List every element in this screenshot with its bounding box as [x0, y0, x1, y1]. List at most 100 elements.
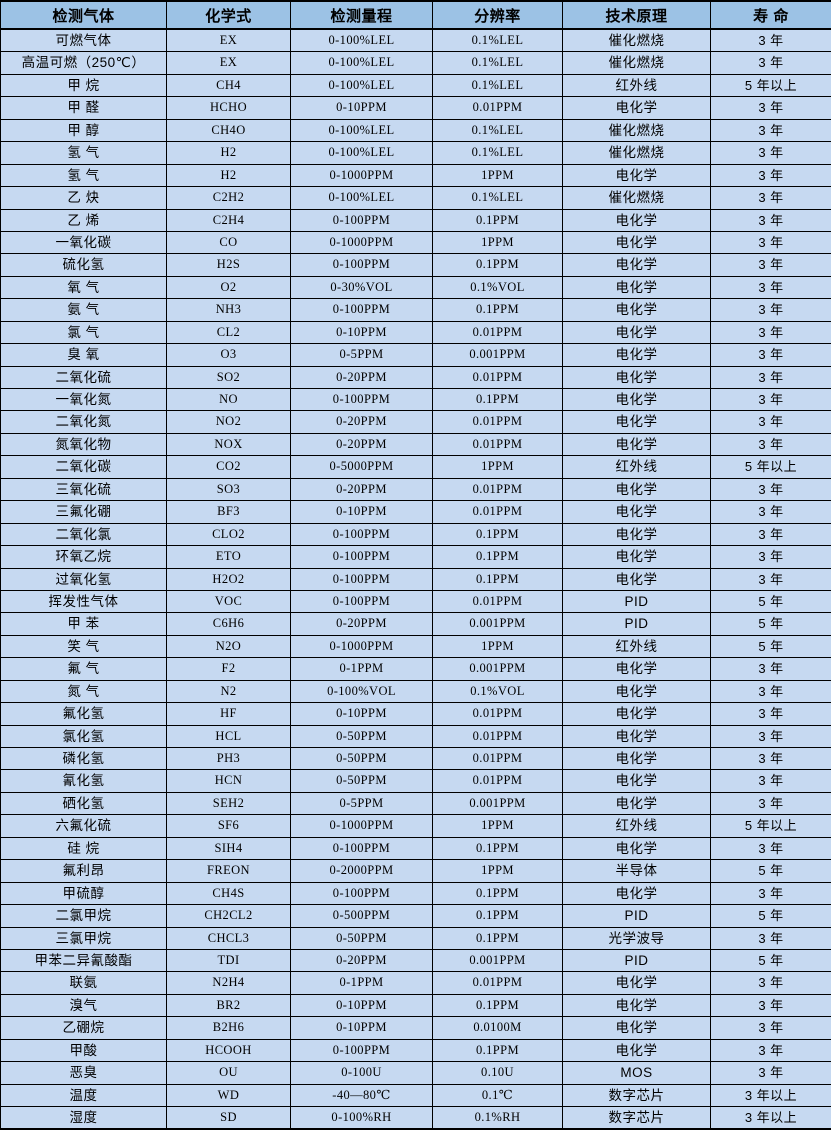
cell-formula: OU — [167, 1062, 291, 1084]
cell-resolution: 0.1PPM — [433, 254, 563, 276]
cell-resolution: 0.01PPM — [433, 478, 563, 500]
cell-resolution: 0.01PPM — [433, 97, 563, 119]
cell-gas: 湿度 — [1, 1107, 167, 1130]
cell-gas: 笑 气 — [1, 635, 167, 657]
cell-resolution: 0.001PPM — [433, 949, 563, 971]
cell-resolution: 0.01PPM — [433, 770, 563, 792]
cell-life: 3 年 — [711, 994, 831, 1016]
cell-life: 5 年以上 — [711, 815, 831, 837]
cell-resolution: 0.01PPM — [433, 725, 563, 747]
cell-principle: 电化学 — [563, 321, 711, 343]
cell-formula: N2H4 — [167, 972, 291, 994]
cell-principle: 半导体 — [563, 860, 711, 882]
cell-life: 3 年 — [711, 187, 831, 209]
cell-gas: 高温可燃（250℃） — [1, 52, 167, 74]
table-header-row: 检测气体 化学式 检测量程 分辨率 技术原理 寿 命 — [1, 1, 831, 29]
cell-range: 0-20PPM — [291, 613, 433, 635]
cell-range: 0-100PPM — [291, 209, 433, 231]
cell-resolution: 0.01PPM — [433, 972, 563, 994]
cell-resolution: 0.01PPM — [433, 433, 563, 455]
cell-resolution: 0.001PPM — [433, 658, 563, 680]
cell-resolution: 0.0100M — [433, 1017, 563, 1039]
cell-formula: C2H2 — [167, 187, 291, 209]
cell-gas: 环氧乙烷 — [1, 546, 167, 568]
cell-life: 3 年 — [711, 119, 831, 141]
cell-resolution: 0.1%VOL — [433, 276, 563, 298]
cell-resolution: 0.1PPM — [433, 568, 563, 590]
cell-range: -40—80℃ — [291, 1084, 433, 1106]
cell-life: 3 年 — [711, 792, 831, 814]
cell-range: 0-1PPM — [291, 972, 433, 994]
cell-principle: 催化燃烧 — [563, 142, 711, 164]
cell-range: 0-10PPM — [291, 1017, 433, 1039]
cell-life: 3 年 — [711, 164, 831, 186]
cell-range: 0-10PPM — [291, 321, 433, 343]
cell-life: 5 年 — [711, 860, 831, 882]
cell-range: 0-5000PPM — [291, 456, 433, 478]
cell-principle: 电化学 — [563, 546, 711, 568]
cell-formula: H2O2 — [167, 568, 291, 590]
cell-gas: 氮 气 — [1, 680, 167, 702]
cell-gas: 二氧化碳 — [1, 456, 167, 478]
cell-gas: 氟化氢 — [1, 703, 167, 725]
cell-gas: 联氨 — [1, 972, 167, 994]
cell-formula: CO2 — [167, 456, 291, 478]
cell-principle: 电化学 — [563, 254, 711, 276]
cell-resolution: 0.1PPM — [433, 927, 563, 949]
cell-principle: 电化学 — [563, 837, 711, 859]
cell-formula: SF6 — [167, 815, 291, 837]
cell-gas: 过氧化氢 — [1, 568, 167, 590]
cell-range: 0-500PPM — [291, 905, 433, 927]
cell-formula: CH4S — [167, 882, 291, 904]
cell-range: 0-50PPM — [291, 725, 433, 747]
column-header-resolution: 分辨率 — [433, 1, 563, 29]
cell-gas: 氢 气 — [1, 164, 167, 186]
cell-life: 5 年 — [711, 635, 831, 657]
cell-principle: 电化学 — [563, 366, 711, 388]
cell-resolution: 0.01PPM — [433, 590, 563, 612]
cell-gas: 甲 苯 — [1, 613, 167, 635]
cell-resolution: 0.01PPM — [433, 501, 563, 523]
cell-range: 0-5PPM — [291, 344, 433, 366]
table-header: 检测气体 化学式 检测量程 分辨率 技术原理 寿 命 — [1, 1, 831, 29]
cell-formula: SO3 — [167, 478, 291, 500]
cell-range: 0-100PPM — [291, 389, 433, 411]
cell-principle: 电化学 — [563, 658, 711, 680]
cell-principle: 电化学 — [563, 389, 711, 411]
cell-life: 3 年 — [711, 209, 831, 231]
cell-life: 3 年 — [711, 927, 831, 949]
cell-principle: 电化学 — [563, 164, 711, 186]
cell-resolution: 0.10U — [433, 1062, 563, 1084]
cell-principle: 电化学 — [563, 1017, 711, 1039]
cell-life: 3 年 — [711, 680, 831, 702]
cell-formula: H2 — [167, 164, 291, 186]
cell-range: 0-100PPM — [291, 568, 433, 590]
cell-range: 0-100U — [291, 1062, 433, 1084]
cell-resolution: 0.1PPM — [433, 389, 563, 411]
cell-range: 0-100PPM — [291, 299, 433, 321]
cell-principle: 红外线 — [563, 635, 711, 657]
cell-life: 3 年以上 — [711, 1107, 831, 1130]
cell-resolution: 0.001PPM — [433, 613, 563, 635]
cell-principle: PID — [563, 905, 711, 927]
cell-resolution: 1PPM — [433, 231, 563, 253]
cell-gas: 三氯甲烷 — [1, 927, 167, 949]
cell-resolution: 0.1PPM — [433, 905, 563, 927]
cell-principle: 电化学 — [563, 680, 711, 702]
cell-formula: N2O — [167, 635, 291, 657]
cell-principle: MOS — [563, 1062, 711, 1084]
cell-formula: ETO — [167, 546, 291, 568]
cell-gas: 甲 烷 — [1, 74, 167, 96]
column-header-life: 寿 命 — [711, 1, 831, 29]
